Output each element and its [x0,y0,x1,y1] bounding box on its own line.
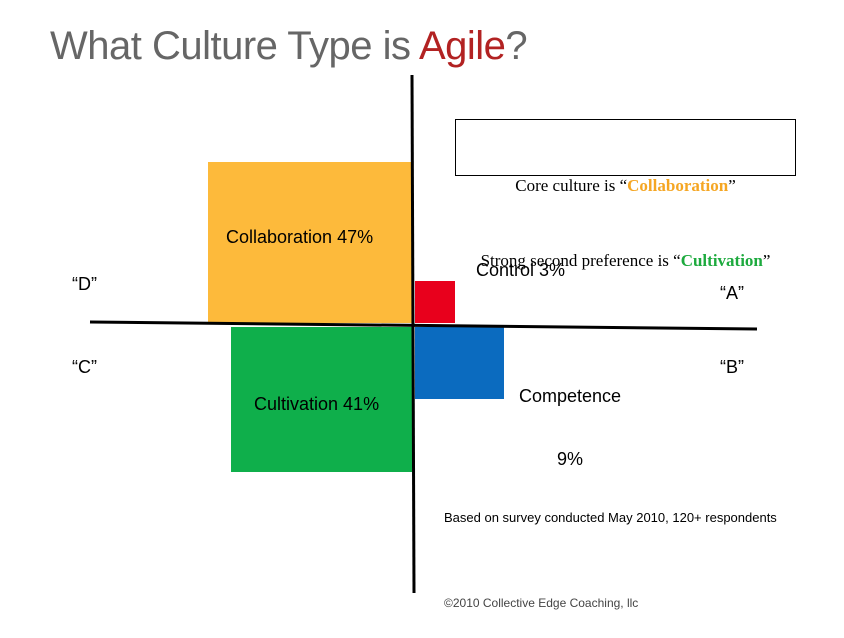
callout-line: Core culture is “Collaboration” [456,173,795,198]
title-suffix: ? [505,24,528,68]
title: What Culture Type is Agile? [50,24,528,69]
corner-label: “D” [72,274,97,294]
callout-box: Core culture is “Collaboration” Strong s… [455,119,796,270]
quadrant-label: Competence 9% [510,344,630,512]
quadrant-label-line: 9% [556,449,583,469]
competence-square [415,327,504,399]
callout-highlight: Collaboration [627,176,729,195]
footer: ©2010 Collective Edge Coaching, llc [444,596,639,610]
callout-text: Core culture is “ [515,176,628,195]
title-text: What Culture Type is [50,24,411,68]
control-square [415,281,455,323]
quadrant-label: Cultivation 41% [254,394,380,414]
quadrant-label: Collaboration 47% [226,227,374,247]
corner-label: “C” [72,357,97,377]
note: Based on survey conducted May 2010, 120+… [444,510,777,525]
vertical-axis [410,74,416,594]
callout-highlight: Cultivation [680,251,763,270]
title-highlight: Agile [418,24,506,68]
corner-label: “B” [720,357,744,377]
callout-line: Strong second preference is “Cultivation… [456,248,795,273]
cultivation-square [231,327,412,472]
corner-label: “A” [720,283,744,303]
callout-text: ” [728,176,736,195]
callout-text: ” [762,251,771,270]
quadrant-label: Control 3% [476,260,566,280]
callout-text: Strong second preference is “ [480,251,681,270]
collaboration-square [208,162,412,323]
horizontal-axis [89,320,758,331]
quadrant-label-line: Competence [518,386,622,406]
